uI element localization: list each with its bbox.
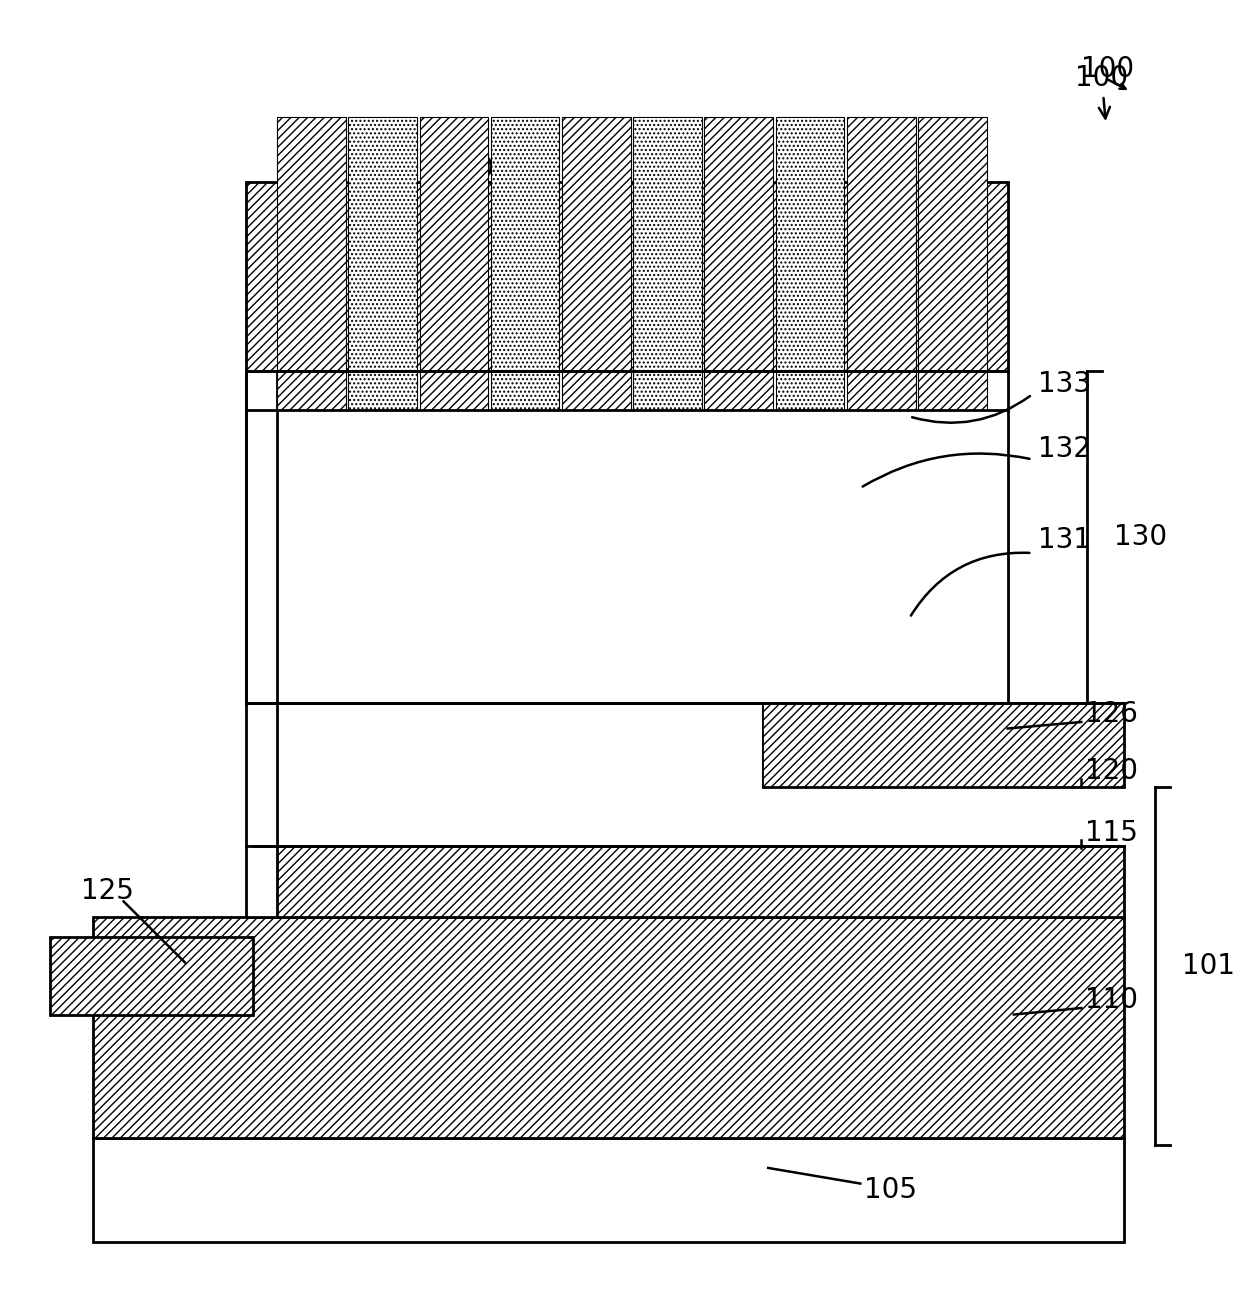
Bar (847, 117, 916, 410)
Bar (253, 845, 1124, 917)
Bar (762, 703, 1124, 787)
Bar (277, 703, 762, 845)
Text: 131: 131 (1039, 526, 1091, 555)
Text: 132: 132 (1039, 435, 1091, 463)
Bar (247, 371, 1007, 410)
Text: 125: 125 (80, 876, 134, 905)
Bar (50, 937, 253, 1014)
Bar (93, 917, 1124, 1138)
Text: 100: 100 (1081, 55, 1134, 83)
Text: 120: 120 (1085, 757, 1138, 786)
Text: 100: 100 (1075, 64, 1128, 118)
Text: 126: 126 (1085, 700, 1138, 728)
Text: 133: 133 (1039, 371, 1091, 398)
Bar (420, 117, 489, 410)
Text: 145: 145 (650, 155, 703, 184)
Text: 105: 105 (865, 1176, 917, 1204)
Bar (93, 1138, 1124, 1242)
Text: 115: 115 (1085, 819, 1138, 846)
Text: 101: 101 (1182, 951, 1235, 980)
Text: 140: 140 (441, 155, 494, 184)
Bar (247, 371, 277, 917)
Text: 130: 130 (1114, 523, 1168, 551)
Bar (704, 117, 773, 410)
Bar (247, 183, 1007, 371)
Text: 110: 110 (1085, 987, 1138, 1014)
Bar (277, 117, 346, 410)
Bar (561, 117, 630, 410)
Bar (247, 371, 1007, 703)
Bar (491, 117, 560, 410)
Bar (348, 117, 417, 410)
Bar (776, 117, 845, 410)
Bar (633, 117, 702, 410)
Bar (918, 117, 987, 410)
